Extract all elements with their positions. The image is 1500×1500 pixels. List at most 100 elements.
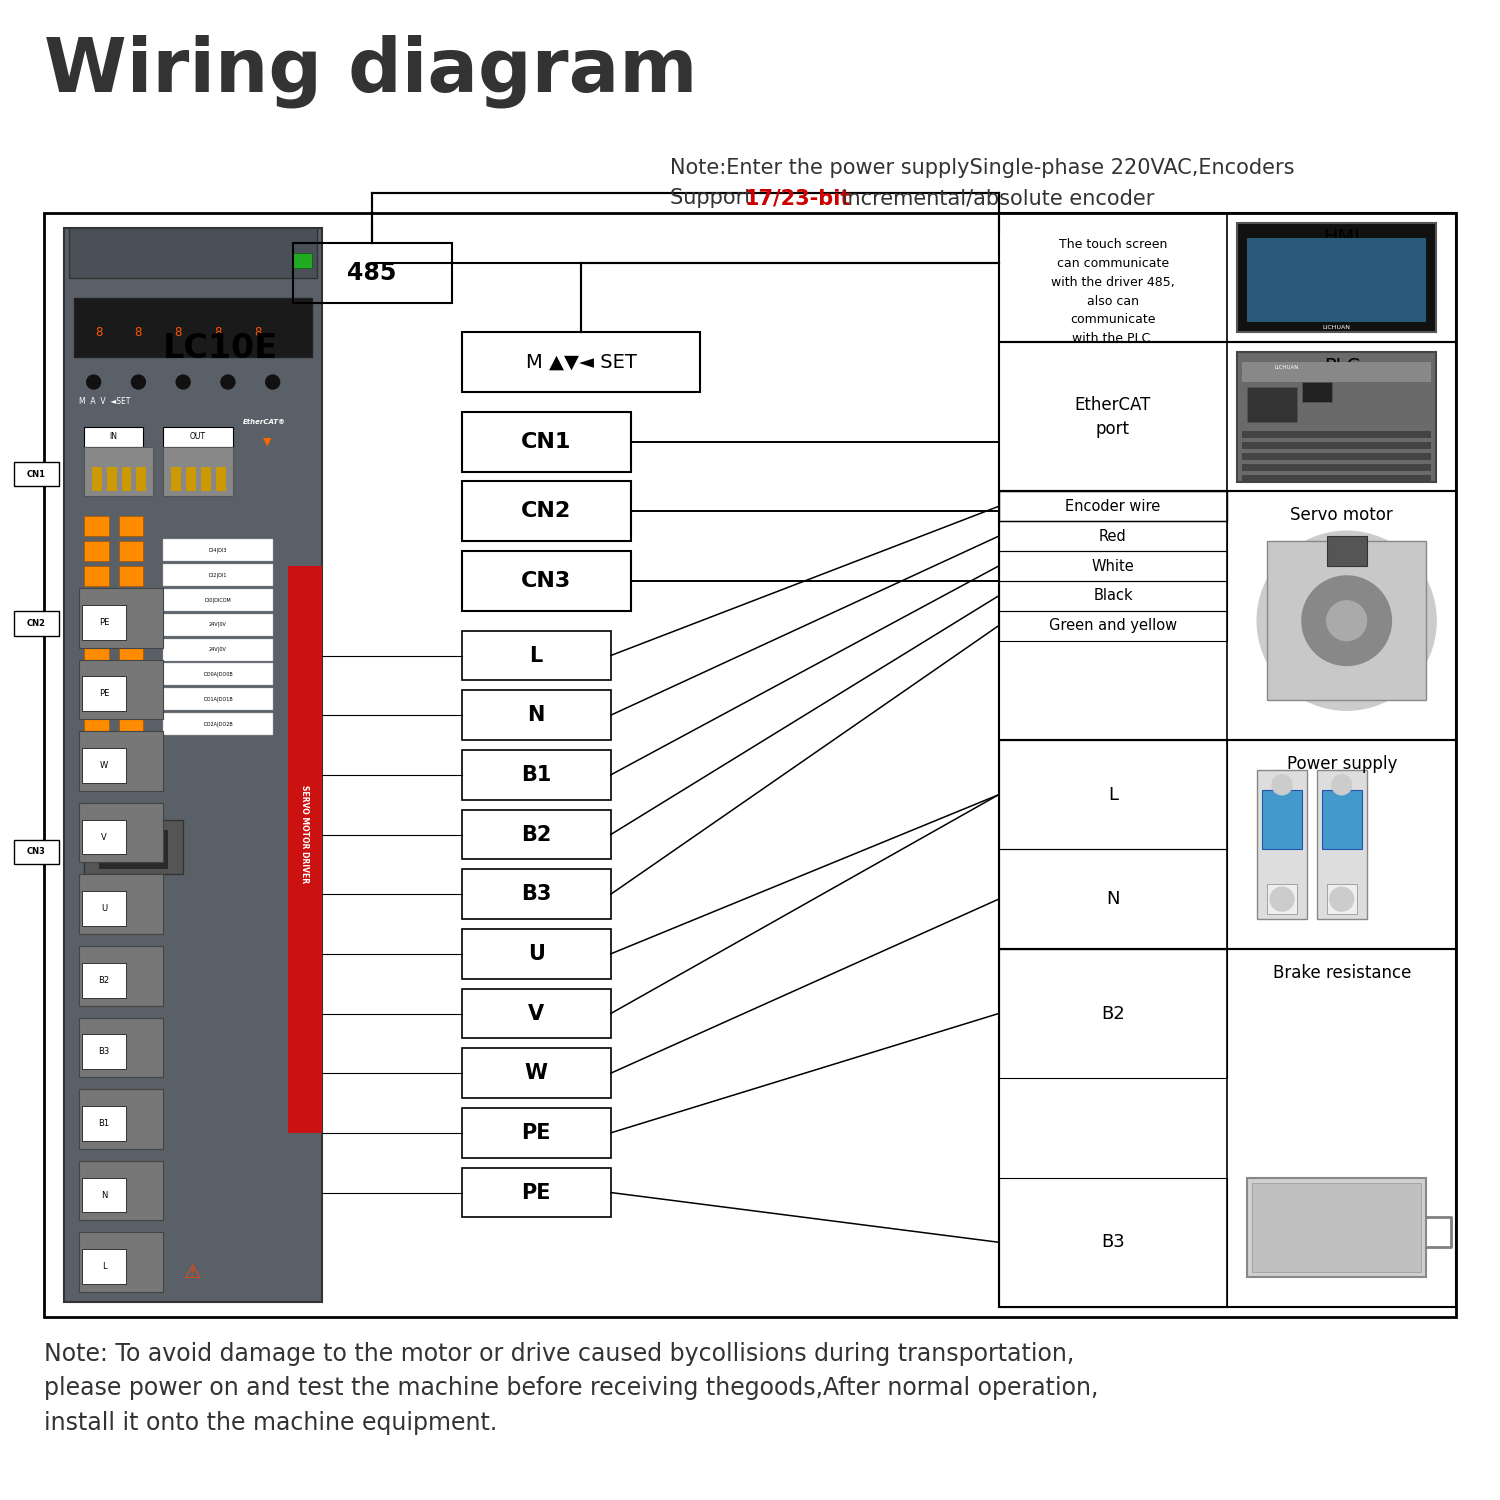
Text: Black: Black — [1094, 588, 1132, 603]
Circle shape — [1302, 576, 1392, 666]
Bar — [13, 610, 58, 636]
Bar — [164, 538, 273, 561]
Bar — [84, 640, 108, 660]
Bar — [462, 550, 630, 610]
Bar — [78, 660, 164, 718]
Text: LICHUAN: LICHUAN — [1275, 364, 1299, 369]
Text: 17/23-bit: 17/23-bit — [746, 188, 852, 209]
Text: DO0A|DO0B: DO0A|DO0B — [202, 672, 232, 676]
Bar — [84, 615, 108, 636]
Bar — [13, 840, 58, 864]
Text: Note:Enter the power supplySingle-phase 220VAC,Encoders: Note:Enter the power supplySingle-phase … — [670, 159, 1294, 178]
Bar — [999, 550, 1227, 580]
Text: U: U — [100, 904, 106, 914]
Bar — [171, 466, 182, 492]
Bar — [84, 427, 144, 447]
Text: Brake resistance: Brake resistance — [1272, 964, 1412, 982]
Text: LC10E: LC10E — [164, 333, 279, 366]
Bar — [999, 1178, 1227, 1306]
Bar — [164, 712, 273, 735]
Bar — [1257, 770, 1306, 920]
Bar — [84, 716, 108, 735]
Text: N: N — [1106, 890, 1119, 908]
Bar — [78, 1017, 164, 1077]
Bar — [84, 666, 108, 686]
Bar — [118, 640, 144, 660]
Bar — [999, 950, 1227, 1078]
Circle shape — [266, 375, 279, 388]
Text: LICHUAN: LICHUAN — [1323, 326, 1350, 330]
Bar — [84, 542, 108, 561]
Text: V: V — [528, 1004, 544, 1023]
Text: Support: Support — [670, 188, 759, 209]
Bar — [999, 492, 1456, 740]
Text: CN2: CN2 — [27, 618, 46, 627]
Text: EtherCAT
port: EtherCAT port — [1076, 396, 1150, 438]
Bar — [288, 566, 322, 1132]
Bar — [78, 588, 164, 648]
Bar — [999, 342, 1456, 492]
Text: also can: also can — [1088, 294, 1138, 307]
Bar — [118, 542, 144, 561]
Bar — [118, 666, 144, 686]
Bar — [186, 466, 196, 492]
Bar — [78, 1089, 164, 1149]
Text: Green and yellow: Green and yellow — [1048, 618, 1178, 633]
Bar — [462, 333, 700, 392]
Bar — [81, 1250, 126, 1284]
Text: DI0|DICOM: DI0|DICOM — [204, 597, 231, 603]
Circle shape — [1257, 531, 1436, 710]
Bar — [999, 213, 1456, 342]
Bar — [1246, 1178, 1426, 1276]
Text: N: N — [100, 1191, 108, 1200]
Bar — [999, 849, 1227, 950]
Bar — [118, 591, 144, 610]
Text: 8: 8 — [174, 326, 182, 339]
Bar — [1242, 474, 1431, 482]
Bar — [462, 750, 610, 800]
Bar — [84, 819, 183, 874]
Text: PLC: PLC — [1323, 357, 1360, 376]
Bar — [81, 1035, 126, 1070]
Bar — [462, 928, 610, 978]
Text: U: U — [528, 944, 544, 964]
Bar — [69, 228, 318, 278]
Bar — [118, 516, 144, 536]
Text: N: N — [528, 705, 544, 724]
Bar — [1302, 382, 1332, 402]
Bar — [1246, 387, 1298, 422]
Text: with the driver 485,: with the driver 485, — [1052, 276, 1174, 288]
Circle shape — [176, 375, 190, 388]
Text: M ▲▼◄ SET: M ▲▼◄ SET — [525, 352, 636, 372]
Bar — [462, 988, 610, 1038]
Text: B3: B3 — [99, 1047, 109, 1056]
Circle shape — [1270, 886, 1294, 910]
Circle shape — [1272, 776, 1292, 795]
Bar — [1268, 885, 1298, 914]
Text: Encoder wire: Encoder wire — [1065, 500, 1161, 514]
Bar — [99, 830, 168, 870]
Bar — [1328, 885, 1356, 914]
Text: ▼: ▼ — [264, 436, 272, 447]
Text: PE: PE — [99, 690, 109, 699]
Text: DO1A|DO1B: DO1A|DO1B — [202, 696, 232, 702]
Text: L: L — [530, 645, 543, 666]
Text: incremental/absolute encoder: incremental/absolute encoder — [834, 188, 1154, 209]
Text: PE: PE — [99, 618, 109, 627]
Text: Power supply: Power supply — [1287, 754, 1396, 772]
Text: CN1: CN1 — [27, 470, 46, 478]
Text: 8: 8 — [94, 326, 102, 339]
Bar — [1242, 362, 1431, 382]
Bar — [81, 748, 126, 783]
Circle shape — [1328, 602, 1366, 640]
Bar — [84, 447, 153, 497]
Bar — [78, 730, 164, 790]
Bar — [118, 690, 144, 709]
Text: B2: B2 — [520, 825, 552, 844]
Text: 8: 8 — [214, 326, 222, 339]
Bar — [1328, 536, 1366, 566]
Bar — [201, 466, 211, 492]
Bar — [84, 591, 108, 610]
Bar — [136, 466, 147, 492]
Bar — [81, 676, 126, 711]
